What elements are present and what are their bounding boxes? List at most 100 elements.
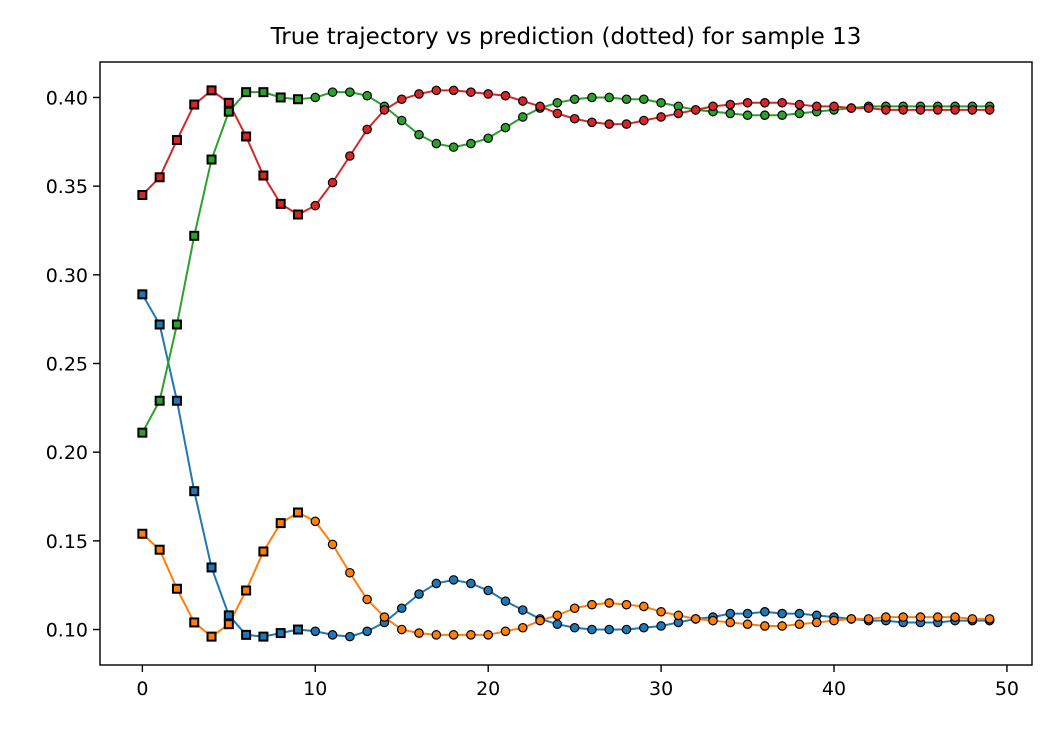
predicted-point: [690, 105, 701, 115]
y-tick-label: 0.35: [46, 176, 88, 198]
predicted-point: [431, 630, 442, 640]
chart-title: True trajectory vs prediction (dotted) f…: [270, 24, 862, 50]
predicted-point: [794, 619, 805, 630]
predicted-point: [517, 605, 528, 615]
predicted-point: [587, 117, 597, 128]
predicted-point: [310, 92, 321, 103]
predicted-point: [794, 99, 805, 110]
observed-point: [241, 585, 252, 596]
predicted-point: [639, 94, 649, 105]
observed-point: [137, 528, 148, 539]
predicted-point: [517, 112, 528, 122]
y-tick-label: 0.15: [46, 531, 88, 553]
predicted-point: [414, 628, 424, 638]
observed-point: [258, 631, 269, 642]
observed-point: [189, 230, 200, 241]
predicted-point: [431, 85, 442, 96]
predicted-point: [466, 138, 476, 149]
predicted-point: [932, 105, 943, 115]
predicted-point: [466, 630, 476, 640]
predicted-point: [725, 608, 736, 619]
observed-point: [223, 610, 234, 621]
predicted-point: [984, 614, 995, 624]
predicted-point: [639, 601, 649, 612]
observed-point: [223, 619, 234, 630]
predicted-point: [327, 87, 338, 97]
predicted-point: [950, 105, 960, 115]
observed-point: [292, 624, 303, 635]
predicted-point: [448, 575, 459, 585]
predicted-point: [621, 599, 632, 610]
predicted-point: [881, 612, 891, 622]
x-tick-label: 20: [476, 678, 500, 700]
predicted-point: [967, 105, 978, 115]
predicted-point: [431, 138, 442, 149]
y-tick-label: 0.30: [46, 265, 88, 287]
predicted-point: [552, 97, 563, 108]
predicted-point: [760, 110, 770, 121]
observed-point: [171, 583, 182, 594]
observed-point: [171, 135, 182, 146]
observed-point: [275, 92, 286, 103]
predicted-point: [569, 113, 580, 124]
predicted-point: [362, 626, 372, 637]
predicted-point: [846, 614, 857, 624]
observed-point: [154, 172, 165, 183]
observed-point: [258, 170, 269, 181]
predicted-point: [569, 622, 580, 633]
predicted-point: [742, 97, 753, 108]
predicted-point: [708, 615, 718, 626]
predicted-point: [448, 85, 459, 96]
predicted-point: [448, 630, 459, 640]
predicted-point: [863, 103, 874, 113]
observed-point: [241, 87, 252, 98]
predicted-point: [898, 105, 908, 115]
predicted-point: [967, 614, 978, 624]
predicted-point: [535, 101, 545, 112]
predicted-point: [915, 105, 926, 115]
predicted-point: [431, 578, 442, 589]
observed-point: [154, 544, 165, 555]
predicted-point: [414, 89, 424, 99]
predicted-point: [604, 119, 615, 129]
predicted-point: [950, 612, 960, 622]
predicted-point: [673, 610, 684, 621]
predicted-point: [345, 631, 355, 642]
predicted-point: [811, 617, 822, 628]
predicted-point: [414, 589, 424, 599]
predicted-point: [639, 115, 649, 126]
predicted-point: [760, 621, 770, 631]
observed-point: [241, 131, 252, 142]
predicted-point: [379, 612, 390, 622]
predicted-point: [587, 624, 597, 635]
observed-point: [137, 190, 148, 201]
predicted-point: [362, 90, 372, 101]
predicted-point: [863, 614, 874, 624]
predicted-point: [742, 608, 753, 619]
predicted-point: [483, 585, 493, 596]
observed-point: [189, 99, 200, 110]
predicted-point: [604, 92, 615, 103]
predicted-point: [777, 608, 787, 619]
predicted-point: [829, 101, 839, 112]
predicted-point: [500, 626, 511, 637]
predicted-point: [725, 99, 736, 110]
observed-point: [171, 395, 182, 406]
y-tick-label: 0.10: [46, 620, 88, 642]
predicted-point: [310, 200, 321, 211]
observed-point: [189, 486, 200, 497]
observed-point: [258, 546, 269, 557]
predicted-point: [621, 119, 632, 129]
y-tick-label: 0.20: [46, 442, 88, 464]
observed-point: [137, 289, 148, 300]
predicted-point: [604, 598, 615, 608]
observed-point: [137, 427, 148, 438]
predicted-point: [984, 105, 995, 115]
predicted-point: [396, 94, 407, 105]
predicted-point: [569, 94, 580, 105]
predicted-point: [846, 103, 857, 113]
predicted-point: [656, 606, 666, 617]
predicted-point: [500, 90, 511, 101]
observed-point: [206, 85, 217, 96]
predicted-point: [517, 622, 528, 633]
